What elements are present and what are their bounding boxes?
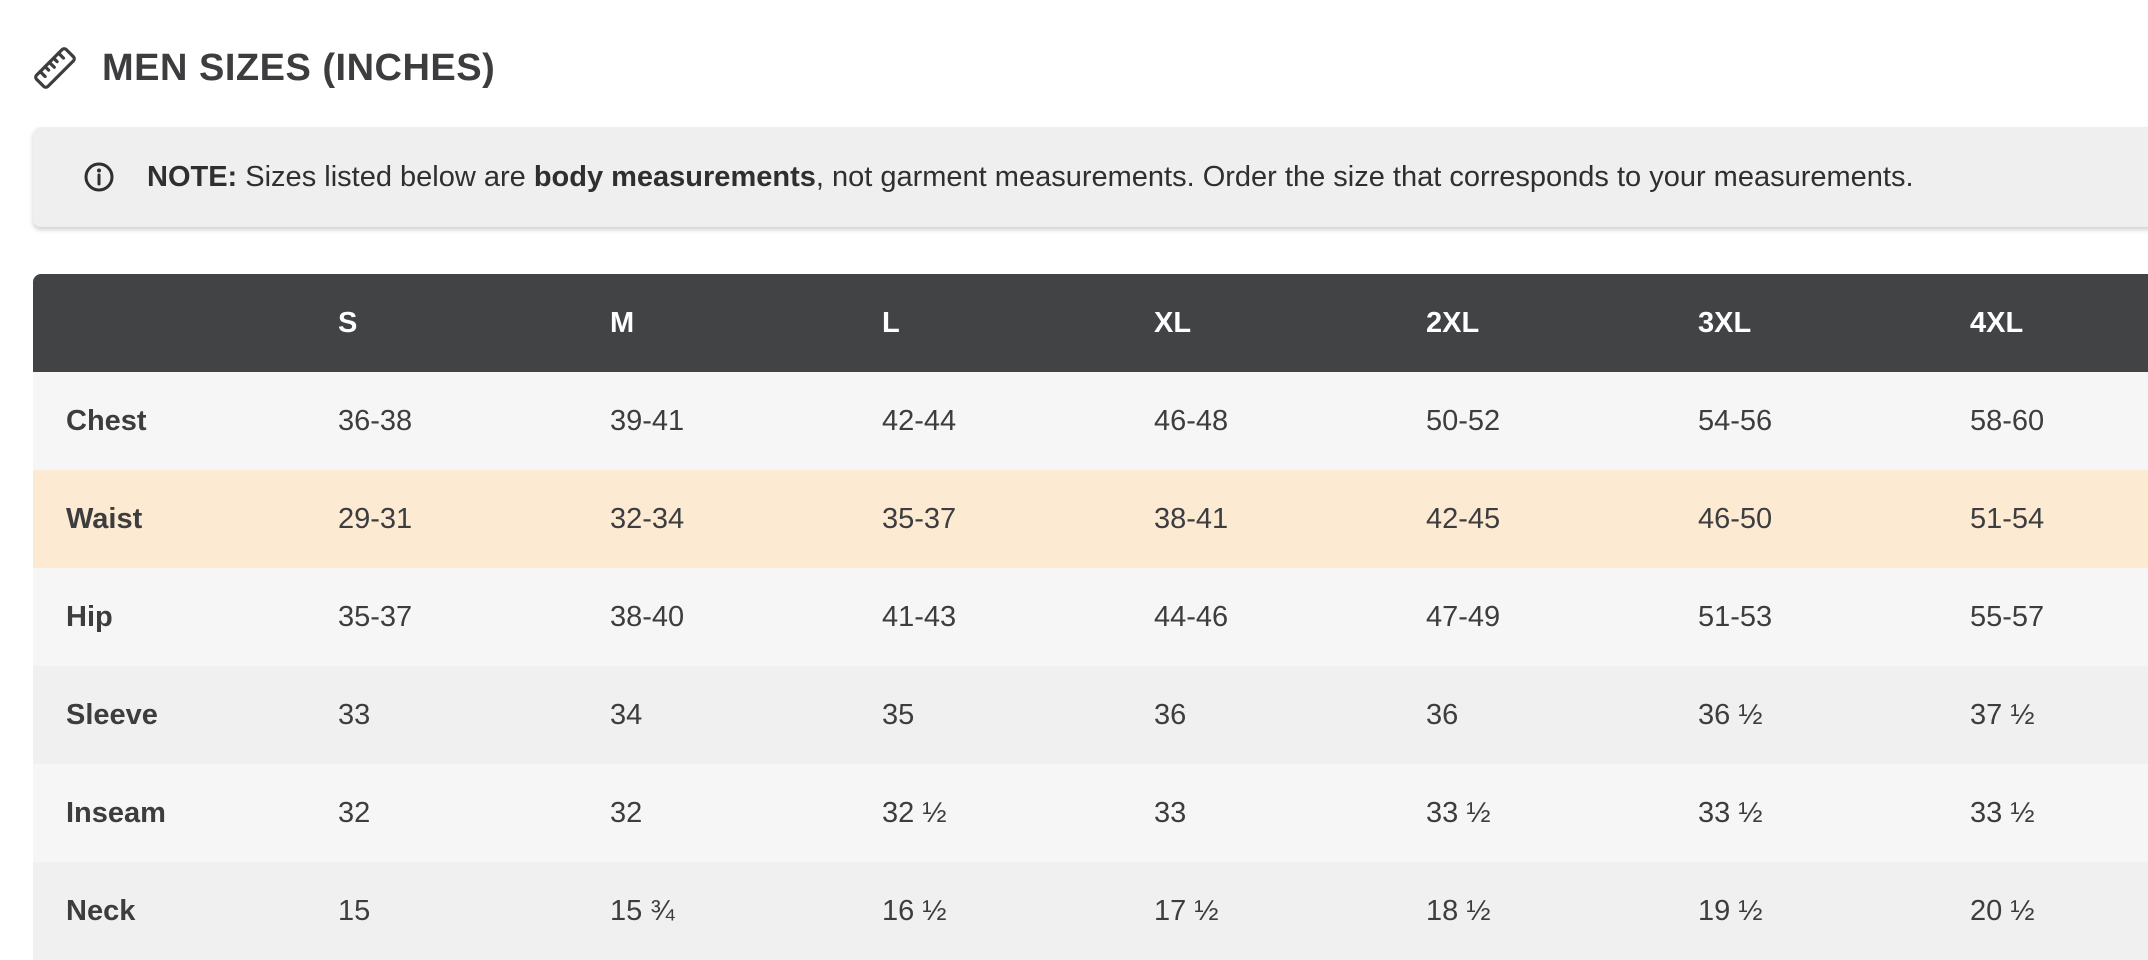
table-cell: 38-40: [610, 600, 685, 633]
table-cell: 42-45: [1426, 502, 1501, 535]
page-header: MEN SIZES (INCHES): [33, 38, 495, 98]
table-cell: 17 ½: [1154, 894, 1219, 927]
table-cell: 51-54: [1970, 502, 2045, 535]
table-cell: 44-46: [1154, 600, 1229, 633]
header-cell: 3XL: [1698, 306, 1752, 339]
header-cell: M: [610, 306, 635, 339]
table-cell: 19 ½: [1698, 894, 1763, 927]
table-cell: 36: [1154, 698, 1187, 731]
header-cell: 2XL: [1426, 306, 1480, 339]
note-prefix: NOTE:: [147, 160, 238, 193]
table-cell: 16 ½: [882, 894, 947, 927]
table-cell: 33 ½: [1970, 796, 2035, 829]
table-cell: 58-60: [1970, 404, 2045, 437]
note-bold-text: body measurements: [533, 160, 816, 193]
table-cell: 33: [338, 698, 371, 731]
header-cell: S: [338, 306, 358, 339]
table-cell: 38-41: [1154, 502, 1229, 535]
table-cell: 20 ½: [1970, 894, 2035, 927]
table-cell: 54-56: [1698, 404, 1773, 437]
ruler-icon: [33, 46, 77, 90]
table-cell: 41-43: [882, 600, 957, 633]
table-cell: 35-37: [882, 502, 957, 535]
table-cell: 51-53: [1698, 600, 1773, 633]
table-row: Sleeve 33 34 35 36 36 36 ½ 37 ½: [33, 666, 2148, 764]
table-cell: 50-52: [1426, 404, 1501, 437]
table-cell: 55-57: [1970, 600, 2045, 633]
header-cell: L: [882, 306, 900, 339]
table-cell: 33 ½: [1426, 796, 1491, 829]
note-text-part: , not garment measurements. Order the si…: [815, 160, 1914, 193]
table-cell: 32 ½: [882, 796, 947, 829]
table-cell: 36-38: [338, 404, 413, 437]
table-cell: 42-44: [882, 404, 957, 437]
table-cell: 32: [610, 796, 643, 829]
table-cell: 15 ¾: [610, 894, 675, 927]
table-cell: 35: [882, 698, 915, 731]
table-header-row: S M L XL 2XL 3XL 4XL: [33, 274, 2148, 372]
header-cell: 4XL: [1970, 306, 2024, 339]
note-banner: NOTE: Sizes listed below are body measur…: [33, 127, 2148, 227]
table-cell: 47-49: [1426, 600, 1501, 633]
header-cell: XL: [1154, 306, 1192, 339]
row-label: Hip: [66, 600, 113, 633]
table-cell: 18 ½: [1426, 894, 1491, 927]
table-cell: 46-50: [1698, 502, 1773, 535]
table-cell: 39-41: [610, 404, 685, 437]
note-text-part: Sizes listed below are: [237, 160, 534, 193]
table-cell: 29-31: [338, 502, 413, 535]
table-cell: 34: [610, 698, 643, 731]
header-cell-empty: [33, 274, 338, 372]
page-title: MEN SIZES (INCHES): [102, 46, 496, 89]
table-row: Hip 35-37 38-40 41-43 44-46 47-49 51-53 …: [33, 568, 2148, 666]
table-row: Inseam 32 32 32 ½ 33 33 ½ 33 ½ 33 ½: [33, 764, 2148, 862]
row-label: Neck: [66, 894, 136, 927]
row-label: Chest: [66, 404, 147, 437]
table-row: Neck 15 15 ¾ 16 ½ 17 ½ 18 ½ 19 ½ 20 ½: [33, 862, 2148, 960]
table-cell: 46-48: [1154, 404, 1229, 437]
table-cell: 36 ½: [1698, 698, 1763, 731]
row-label: Waist: [66, 502, 143, 535]
table-cell: 33 ½: [1698, 796, 1763, 829]
row-label: Inseam: [66, 796, 166, 829]
row-label: Sleeve: [66, 698, 158, 731]
note-text: NOTE: Sizes listed below are body measur…: [147, 161, 1914, 194]
table-cell: 33: [1154, 796, 1187, 829]
table-cell: 36: [1426, 698, 1459, 731]
table-row-highlighted: Waist 29-31 32-34 35-37 38-41 42-45 46-5…: [33, 470, 2148, 568]
table-cell: 32: [338, 796, 371, 829]
table-cell: 32-34: [610, 502, 685, 535]
size-table: S M L XL 2XL 3XL 4XL Chest 36-38 39-41 4…: [33, 274, 2148, 960]
table-row: Chest 36-38 39-41 42-44 46-48 50-52 54-5…: [33, 372, 2148, 470]
table-cell: 37 ½: [1970, 698, 2035, 731]
table-cell: 35-37: [338, 600, 413, 633]
size-chart-table: S M L XL 2XL 3XL 4XL Chest 36-38 39-41 4…: [33, 274, 2148, 960]
table-cell: 15: [338, 894, 371, 927]
info-icon: [83, 161, 115, 193]
